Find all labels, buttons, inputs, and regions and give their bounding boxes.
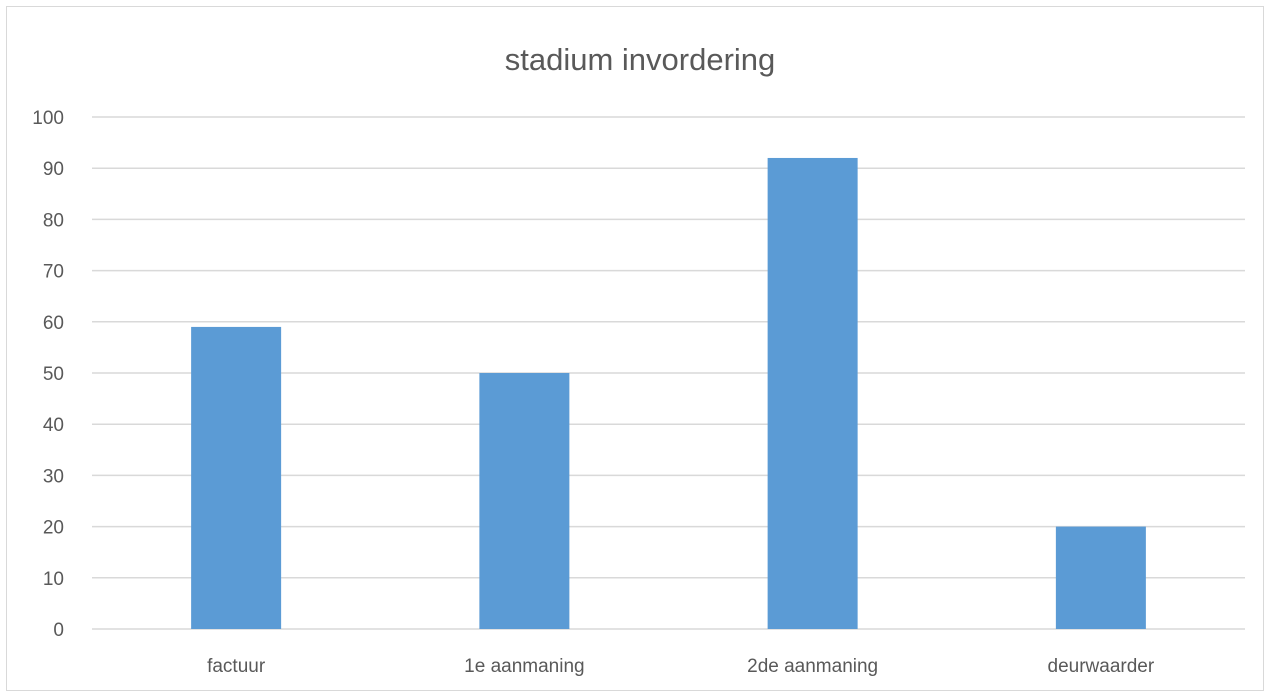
bars xyxy=(191,157,1146,629)
bar-1e-aanmaning xyxy=(479,373,570,629)
y-tick-label: 40 xyxy=(43,415,64,436)
y-tick-label: 10 xyxy=(43,569,64,590)
chart-title: stadium invordering xyxy=(505,42,776,77)
x-category-label: 1e aanmaning xyxy=(464,656,584,677)
y-tick-label: 80 xyxy=(43,210,64,231)
y-tick-label: 100 xyxy=(32,108,64,129)
x-category-label: 2de aanmaning xyxy=(747,656,878,677)
y-tick-label: 60 xyxy=(43,313,64,334)
x-category-label: deurwaarder xyxy=(1048,656,1155,677)
gridlines xyxy=(92,116,1245,630)
y-tick-label: 20 xyxy=(43,518,64,539)
bar-2de-aanmaning xyxy=(767,157,858,629)
y-tick-label: 70 xyxy=(43,262,64,283)
y-axis-ticks: 0 10 20 30 40 50 60 70 80 90 100 xyxy=(32,108,64,641)
x-category-label: factuur xyxy=(207,656,266,677)
bar-factuur xyxy=(191,326,282,629)
y-tick-label: 0 xyxy=(53,620,64,641)
y-tick-label: 90 xyxy=(43,159,64,180)
bar-deurwaarder xyxy=(1055,526,1146,629)
x-axis-categories: factuur 1e aanmaning 2de aanmaning deurwaar… xyxy=(207,656,1155,677)
y-tick-label: 50 xyxy=(43,364,64,385)
y-tick-label: 30 xyxy=(43,466,64,487)
